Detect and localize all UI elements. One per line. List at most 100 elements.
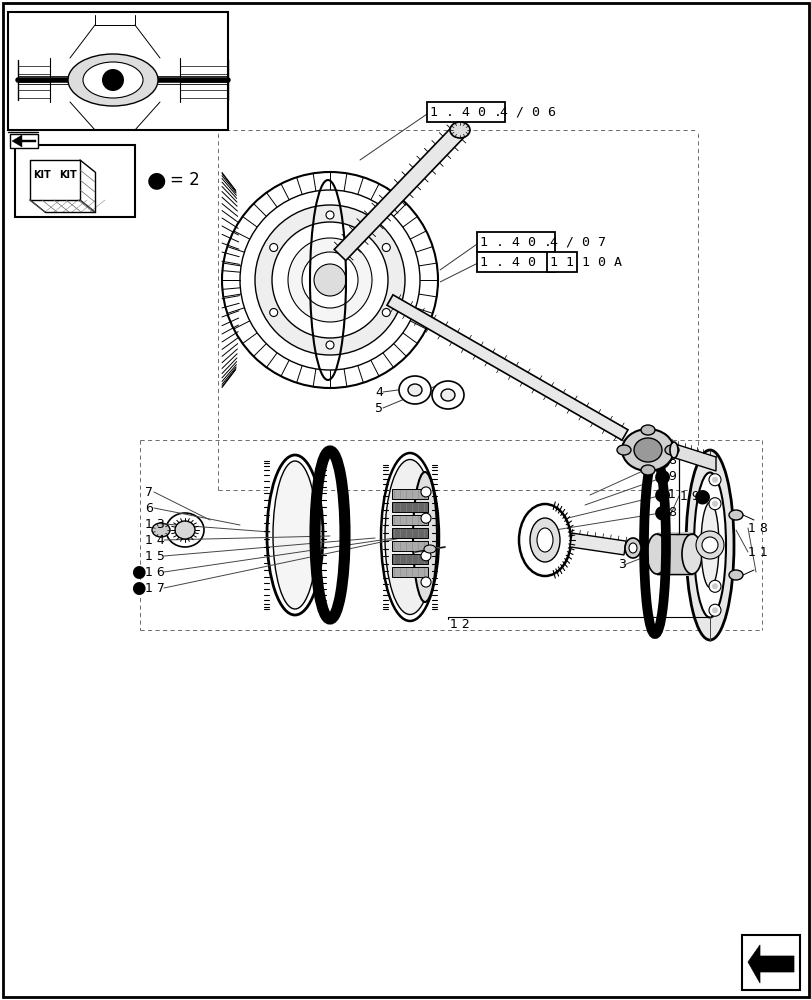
Circle shape [255,205,405,355]
Ellipse shape [646,534,666,574]
Polygon shape [569,533,625,555]
Polygon shape [12,135,36,147]
Text: 1 1: 1 1 [549,255,573,268]
Circle shape [420,577,431,587]
Text: 1 6: 1 6 [145,566,165,578]
Text: 8: 8 [667,454,676,466]
Text: 1 . 4 0 .: 1 . 4 0 . [479,255,551,268]
Bar [8,12,228,130]
Text: 1: 1 [667,488,675,500]
Text: 8: 8 [667,506,676,518]
Bar [392,554,427,564]
Ellipse shape [530,518,560,562]
Ellipse shape [695,531,723,559]
Ellipse shape [449,122,470,138]
Bar [656,532,694,576]
Circle shape [288,238,371,322]
Ellipse shape [431,381,463,409]
Circle shape [708,474,720,486]
Text: 1 7: 1 7 [145,582,165,594]
Text: ●: ● [653,502,670,522]
Text: 1 0 A: 1 0 A [581,255,622,268]
Text: 1 4: 1 4 [145,534,165,546]
Ellipse shape [536,528,552,552]
Text: 7: 7 [145,486,152,498]
Text: 1 3: 1 3 [145,518,165,530]
Ellipse shape [440,389,454,401]
Text: ●: ● [131,579,145,597]
Ellipse shape [413,472,436,602]
Ellipse shape [384,460,435,614]
Circle shape [711,501,717,507]
Ellipse shape [685,450,733,640]
Text: 4 / 0 7: 4 / 0 7 [549,235,605,248]
Bar [392,502,427,512]
Ellipse shape [165,513,204,547]
Ellipse shape [272,461,316,609]
Text: KIT: KIT [33,170,50,180]
Bar [10,134,38,148]
Bar [15,145,135,217]
Ellipse shape [669,442,677,458]
Text: ●: ● [147,170,166,190]
Circle shape [711,583,717,589]
Ellipse shape [621,429,673,471]
Circle shape [269,308,277,316]
Circle shape [382,243,390,251]
Ellipse shape [702,537,717,553]
Bar [392,541,427,551]
Text: 1 . 4 0 .: 1 . 4 0 . [430,106,501,119]
Circle shape [708,539,720,551]
Ellipse shape [624,538,640,558]
Circle shape [382,308,390,316]
Circle shape [711,477,717,483]
Circle shape [314,264,345,296]
Ellipse shape [267,455,323,615]
Text: ●: ● [653,485,670,504]
Ellipse shape [407,384,422,396]
Text: KIT: KIT [59,170,77,180]
Text: 1 . 4 0 .: 1 . 4 0 . [479,235,551,248]
Bar [741,935,799,990]
Bar [392,515,427,525]
Text: ●: ● [653,450,670,470]
Circle shape [420,513,431,523]
Ellipse shape [102,69,124,91]
Ellipse shape [633,438,661,462]
Ellipse shape [152,523,169,537]
Text: 1 9: 1 9 [679,489,699,502]
Ellipse shape [681,534,702,574]
Text: 1 2: 1 2 [449,618,470,632]
Ellipse shape [423,545,436,553]
Bar [392,489,427,499]
Polygon shape [747,945,793,983]
Ellipse shape [640,465,654,475]
Text: 3: 3 [617,558,625,572]
Circle shape [711,542,717,548]
Circle shape [708,498,720,510]
Circle shape [708,580,720,592]
Text: 4 / 0 6: 4 / 0 6 [500,106,555,119]
Ellipse shape [728,510,742,520]
Ellipse shape [175,521,195,539]
Ellipse shape [693,473,725,617]
Text: 6: 6 [145,502,152,514]
Ellipse shape [700,502,718,587]
Ellipse shape [83,62,143,98]
Text: 9: 9 [667,470,675,483]
Polygon shape [387,295,627,440]
Circle shape [325,341,333,349]
Text: ●: ● [693,487,710,506]
Ellipse shape [728,570,742,580]
Text: 1 8: 1 8 [747,522,767,534]
Circle shape [302,252,358,308]
Bar [392,528,427,538]
Text: 4: 4 [375,385,383,398]
Circle shape [708,604,720,616]
Ellipse shape [68,54,158,106]
Ellipse shape [398,376,431,404]
Circle shape [325,211,333,219]
Text: = 2: = 2 [169,171,200,189]
Bar [392,567,427,577]
Ellipse shape [220,165,440,395]
